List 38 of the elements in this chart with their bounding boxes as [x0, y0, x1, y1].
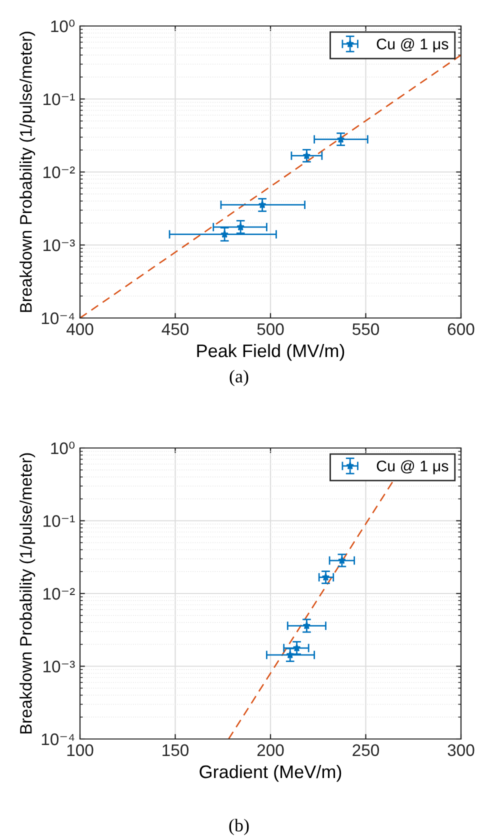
x-tick-label: 600 [448, 323, 474, 336]
y-tick-label: 10⁰ [51, 20, 75, 32]
x-tick-label: 100 [67, 744, 94, 756]
point [302, 152, 311, 160]
y-tick-label: 10⁰ [51, 442, 75, 454]
x-axis-title: Gradient (MeV/m) [200, 764, 342, 782]
x-tick-label: 550 [352, 323, 380, 336]
x-tick-label: 200 [257, 744, 284, 756]
point [258, 200, 266, 208]
y-tick-label: 10⁻³ [44, 239, 75, 252]
y-tick-label: 10⁻¹ [44, 515, 75, 527]
legend-label: Cu @ 1 μs [376, 38, 448, 52]
x-tick-label: 500 [257, 323, 284, 336]
y-axis-title: Breakdown Probability (1/pulse/meter) [20, 32, 36, 312]
x-tick-label: 300 [448, 744, 474, 756]
point [338, 556, 346, 564]
legend-label: Cu @ 1 μs [376, 460, 448, 474]
point [220, 230, 229, 238]
x-tick-label: 150 [162, 744, 189, 756]
x-tick-label: 400 [66, 323, 94, 336]
point [236, 222, 245, 231]
point [336, 135, 345, 143]
y-axis-title: Breakdown Probability (1/pulse/meter) [20, 453, 36, 734]
x-tick-label: 250 [352, 744, 380, 756]
point [292, 644, 301, 652]
y-tick-label: 10⁻⁴ [42, 733, 74, 746]
x-axis-title: Peak Field (MV/m) [197, 344, 344, 361]
y-tick-label: 10⁻² [44, 166, 75, 178]
y-tick-label: 10⁻² [44, 588, 75, 600]
y-tick-label: 10⁻⁴ [42, 312, 74, 324]
y-tick-label: 10⁻¹ [44, 93, 75, 106]
y-tick-label: 10⁻³ [44, 660, 75, 672]
point [286, 650, 294, 658]
point [322, 573, 330, 581]
x-tick-label: 450 [162, 323, 189, 336]
text: (a) [230, 370, 248, 386]
text: (b) [229, 818, 249, 836]
point [302, 622, 311, 630]
